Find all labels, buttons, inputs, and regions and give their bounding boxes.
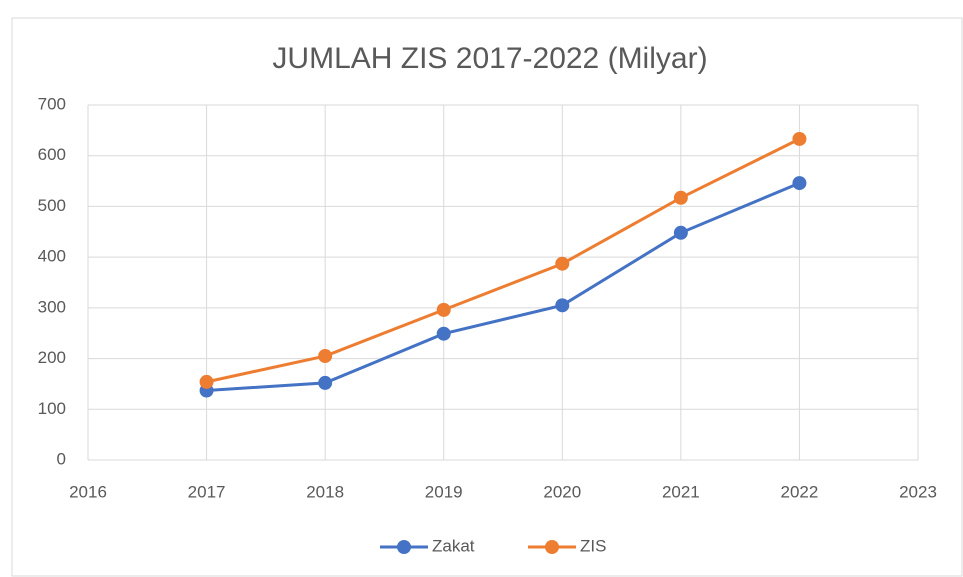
x-tick-label: 2020: [543, 482, 581, 501]
y-tick-label: 300: [38, 297, 66, 316]
y-tick-label: 600: [38, 145, 66, 164]
data-point: [673, 190, 688, 205]
data-point: [318, 349, 333, 364]
legend-marker: [397, 540, 411, 554]
data-point: [436, 326, 451, 341]
legend-marker: [545, 540, 559, 554]
data-point: [318, 375, 333, 390]
chart-frame: [11, 17, 963, 577]
x-tick-label: 2016: [69, 482, 107, 501]
chart-title: JUMLAH ZIS 2017-2022 (Milyar): [272, 42, 707, 75]
data-point: [199, 374, 214, 389]
x-tick-label: 2017: [188, 482, 226, 501]
data-point: [555, 298, 570, 313]
y-tick-label: 700: [38, 94, 66, 113]
data-point: [673, 225, 688, 240]
y-tick-label: 100: [38, 399, 66, 418]
y-tick-label: 0: [57, 449, 66, 468]
x-tick-label: 2021: [662, 482, 700, 501]
y-tick-label: 400: [38, 247, 66, 266]
legend-label: Zakat: [432, 536, 475, 555]
series-line: [206, 137, 801, 384]
data-point: [792, 176, 807, 191]
x-tick-label: 2022: [781, 482, 819, 501]
data-point: [555, 256, 570, 271]
y-tick-label: 500: [38, 196, 66, 215]
x-tick-label: 2019: [425, 482, 463, 501]
legend-label: ZIS: [580, 536, 606, 555]
x-tick-label: 2023: [899, 482, 937, 501]
data-point: [792, 131, 807, 146]
y-tick-label: 200: [38, 348, 66, 367]
x-tick-label: 2018: [306, 482, 344, 501]
series-line: [206, 181, 801, 393]
data-point: [436, 302, 451, 317]
